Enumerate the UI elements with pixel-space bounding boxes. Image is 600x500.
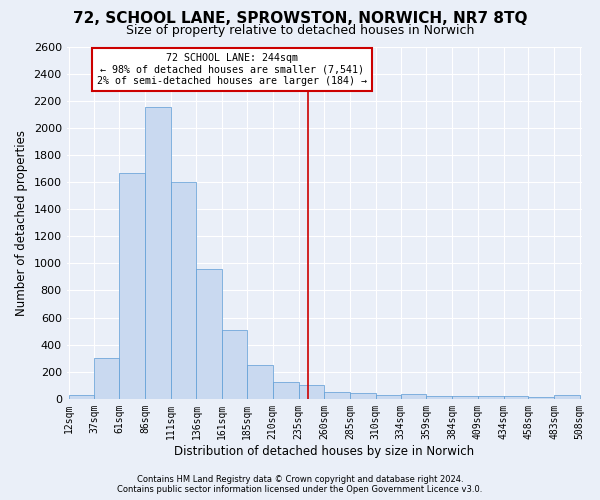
Bar	[528, 398, 554, 399]
Bar	[222, 330, 247, 399]
Bar	[554, 396, 580, 399]
Bar	[94, 358, 119, 399]
Bar	[171, 182, 196, 399]
Text: Contains public sector information licensed under the Open Government Licence v3: Contains public sector information licen…	[118, 485, 482, 494]
Bar	[273, 382, 299, 399]
Bar	[401, 394, 426, 399]
Bar	[69, 396, 94, 399]
Bar	[350, 392, 376, 399]
Bar	[452, 396, 478, 399]
Y-axis label: Number of detached properties: Number of detached properties	[15, 130, 28, 316]
Bar	[299, 386, 324, 399]
Bar	[478, 396, 503, 399]
Text: Contains HM Land Registry data © Crown copyright and database right 2024.: Contains HM Land Registry data © Crown c…	[137, 475, 463, 484]
Bar	[119, 172, 145, 399]
Bar	[196, 268, 222, 399]
Text: Size of property relative to detached houses in Norwich: Size of property relative to detached ho…	[126, 24, 474, 37]
Text: 72, SCHOOL LANE, SPROWSTON, NORWICH, NR7 8TQ: 72, SCHOOL LANE, SPROWSTON, NORWICH, NR7…	[73, 11, 527, 26]
Bar	[324, 392, 350, 399]
Bar	[145, 108, 171, 399]
Bar	[247, 365, 273, 399]
X-axis label: Distribution of detached houses by size in Norwich: Distribution of detached houses by size …	[174, 444, 475, 458]
Bar	[426, 396, 452, 399]
Bar	[503, 396, 528, 399]
Text: 72 SCHOOL LANE: 244sqm
← 98% of detached houses are smaller (7,541)
2% of semi-d: 72 SCHOOL LANE: 244sqm ← 98% of detached…	[97, 53, 367, 86]
Bar	[376, 395, 401, 399]
